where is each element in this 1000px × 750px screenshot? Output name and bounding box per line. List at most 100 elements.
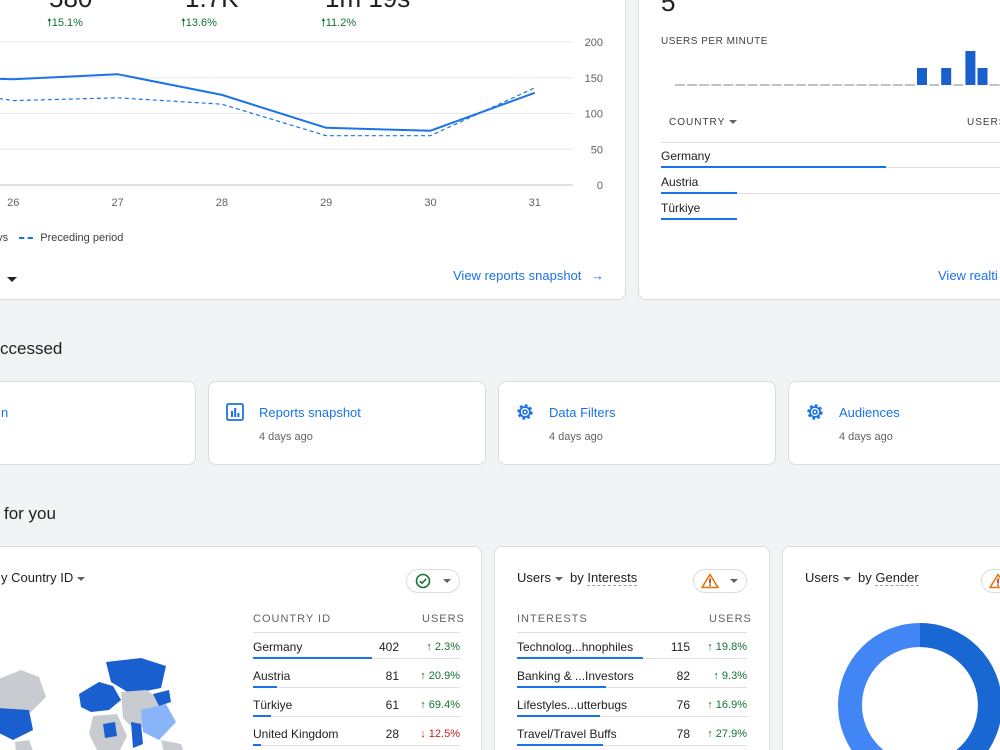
metric-selector[interactable]: Users (805, 570, 851, 585)
table-row-bar (517, 715, 600, 717)
table-row-value: 78 (676, 727, 690, 741)
users-per-minute-chart (675, 51, 1000, 86)
realtime-row-austria: Austria (661, 175, 699, 189)
realtime-row-turkiye: Türkiye (661, 201, 701, 215)
minute-bar (917, 68, 927, 85)
recent-item-title: n (1, 405, 9, 420)
chevron-down-icon (842, 576, 851, 581)
dimension-selector[interactable]: y Country ID (1, 570, 86, 585)
sort-caret-icon (729, 120, 738, 125)
table-row-change: ↑ 20.9% (420, 670, 460, 682)
chevron-down-icon (730, 579, 738, 583)
table-row-bar (517, 686, 606, 688)
chart-legend: ays Preceding period (0, 232, 123, 244)
chevron-down-icon (554, 576, 563, 581)
recent-item-card-0[interactable]: n (0, 381, 196, 465)
arrow-right-icon: → (591, 268, 605, 283)
table-row-label: United Kingdom (253, 727, 339, 741)
users-column-header: USERS (422, 613, 465, 625)
series-current-line (0, 73, 536, 132)
dimension-selector[interactable]: by Interests (570, 570, 638, 586)
insight-status-button[interactable] (406, 569, 460, 593)
arrow-up-icon: ↑ (707, 728, 716, 740)
minute-bar (965, 51, 976, 85)
divider (737, 193, 1000, 194)
view-realtime-link[interactable]: View realti (938, 268, 998, 283)
line-chart: 200 150 100 50 0 26 27 28 29 30 31 (0, 37, 603, 209)
table-row-label: Banking & ...Investors (517, 669, 634, 683)
recent-item-data-filters[interactable]: Data Filters 4 days ago (498, 381, 776, 465)
metric-events-value: 1.7K (185, 0, 239, 14)
divider (277, 687, 460, 688)
table-row-label: Austria (253, 669, 291, 683)
minute-bar (977, 68, 988, 85)
table-row-label: Lifestyles...utterbugs (517, 698, 628, 712)
recent-item-audiences[interactable]: Audiences 4 days ago (788, 381, 1000, 465)
arrow-up-icon: ↑ (713, 670, 722, 682)
series-preceding-line (0, 87, 536, 137)
suggested-title: for you (4, 504, 56, 523)
arrow-up-icon: 🠕 (47, 17, 52, 29)
warning-icon (989, 573, 1000, 589)
divider (253, 632, 460, 633)
realtime-bar-austria (661, 192, 737, 194)
country-column-header[interactable]: COUNTRY (669, 117, 738, 128)
x-tick-label: 31 (529, 197, 541, 209)
overview-card: 580 🠕15.1% 1.7K 🠕13.6% 1m 19s 🠕11.2% 200… (0, 0, 626, 300)
recent-item-title: Reports snapshot (259, 405, 361, 420)
country-id-column-header: COUNTRY ID (253, 613, 332, 625)
users-column-header: USERS (709, 613, 752, 625)
table-row-value: 115 (670, 640, 690, 654)
users-column-header: USERS (967, 117, 1000, 128)
gender-card: Users by Gender (782, 546, 1000, 750)
chevron-down-icon (443, 579, 451, 583)
x-tick-label: 29 (320, 197, 332, 209)
realtime-card: 5 USERS PER MINUTE COUNTRY USERS Germany… (638, 0, 1000, 300)
metric-engagement-change: 🠕11.2% (321, 17, 357, 29)
divider (372, 658, 460, 659)
chevron-down-icon (77, 576, 86, 581)
gear-icon (807, 404, 823, 420)
divider (661, 142, 1000, 143)
divider (606, 687, 747, 688)
table-row-change: ↑ 27.9% (707, 728, 747, 740)
table-row-value: 402 (378, 640, 399, 654)
x-tick-label: 30 (424, 197, 436, 209)
insight-status-button[interactable] (693, 569, 747, 593)
realtime-big-number: 5 (661, 0, 676, 17)
recent-item-timestamp: 4 days ago (259, 431, 313, 443)
table-row-bar (253, 715, 271, 717)
warning-icon (701, 573, 719, 589)
date-range-dropdown-caret[interactable] (3, 271, 17, 289)
x-tick-label: 27 (111, 197, 123, 209)
insight-status-button[interactable] (981, 569, 1000, 593)
recent-item-title: Data Filters (549, 405, 616, 420)
y-tick-label: 150 (585, 73, 603, 85)
x-tick-label: 26 (7, 197, 19, 209)
legend-current: ays (0, 232, 9, 244)
arrow-up-icon: ↑ (420, 670, 429, 682)
table-row-change: ↑ 69.4% (420, 699, 460, 711)
minute-bar (941, 68, 952, 85)
metric-users-change: 🠕15.1% (47, 17, 83, 29)
realtime-bar-turkiye (661, 218, 737, 220)
arrow-down-icon: ↓ (420, 728, 429, 740)
check-circle-icon (415, 573, 431, 589)
recently-accessed-title: ccessed (0, 339, 63, 358)
view-reports-snapshot-link[interactable]: View reports snapshot → (453, 268, 605, 283)
table-row-change: ↑ 16.9% (707, 699, 747, 711)
table-row-bar (253, 657, 372, 659)
divider (886, 167, 1000, 168)
recent-item-reports-snapshot[interactable]: Reports snapshot 4 days ago (208, 381, 486, 465)
dimension-selector[interactable]: by Gender (858, 570, 919, 586)
bar-chart-icon (226, 403, 244, 421)
arrow-up-icon: ↑ (707, 641, 716, 653)
table-row-bar (517, 657, 643, 659)
metric-selector[interactable]: Users (517, 570, 563, 585)
divider (643, 658, 747, 659)
legend-preceding: Preceding period (40, 232, 124, 244)
table-row-label: Travel/Travel Buffs (517, 727, 617, 741)
arrow-up-icon: 🠕 (181, 17, 186, 29)
divider (261, 745, 460, 746)
country-id-card: y Country ID COUNTRY ID USERS Germany 402… (0, 546, 482, 750)
